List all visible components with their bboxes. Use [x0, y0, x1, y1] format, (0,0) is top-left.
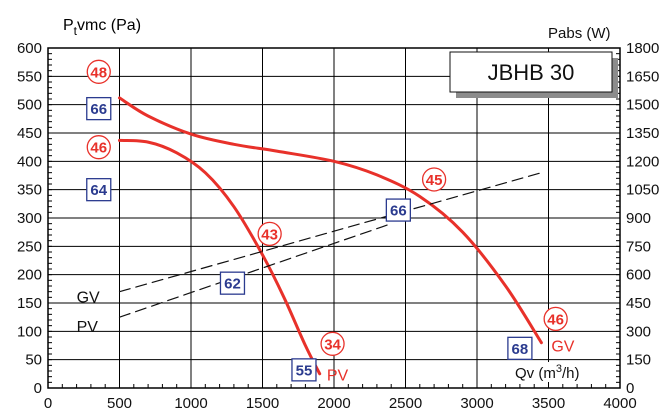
- x-tick-label: 2500: [389, 395, 422, 412]
- power-curve-gv: [118, 172, 542, 293]
- chart-title-box: JBHB 30: [449, 51, 618, 98]
- x-title-sup: 3: [556, 363, 562, 375]
- y-left-title-sub: t: [74, 24, 78, 38]
- pressure-curve-pv: [118, 138, 322, 376]
- y-right-tick-label: 1500: [626, 97, 659, 114]
- sound-power-circle: [320, 331, 345, 356]
- sound-power-circle-label: 45: [426, 172, 443, 189]
- x-axis-title: Qv (m3/h): [515, 363, 579, 382]
- y-left-tick-label: 150: [17, 295, 42, 312]
- x-tick-label: 1000: [174, 395, 207, 412]
- y-right-tick-label: 1200: [626, 153, 659, 170]
- y-left-tick-label: 450: [17, 125, 42, 142]
- y-left-tick-label: 600: [17, 40, 42, 57]
- sound-level-box-label: 68: [512, 341, 529, 358]
- x-tick-label: 1500: [246, 395, 279, 412]
- y-right-tick-label: 150: [626, 352, 651, 369]
- plot-frame: [47, 47, 621, 389]
- sound-power-circle-label: 34: [324, 336, 341, 353]
- sound-power-circle-label: 48: [90, 64, 107, 81]
- y-right-axis-title: Pabs (W): [548, 25, 611, 42]
- series-lines: [118, 96, 543, 376]
- sound-level-box-label: 66: [390, 203, 407, 220]
- chart-title: JBHB 30: [488, 60, 575, 85]
- curve-label-pv: PV: [77, 319, 99, 336]
- x-tick-label: 4000: [603, 395, 636, 412]
- sound-level-box-label: 55: [296, 362, 313, 379]
- x-axis-title-bg: [512, 362, 612, 382]
- x-tick-labels: 0 500 1000 1500 2000 2500 3000 3500 4000: [44, 395, 637, 412]
- y-left-tick-label: 300: [17, 210, 42, 227]
- y-left-tick-label: 400: [17, 153, 42, 170]
- sound-level-box: [385, 198, 412, 222]
- sound-level-box: [219, 271, 246, 295]
- y-right-tick-label: 450: [626, 295, 651, 312]
- sound-level-box-label: 66: [90, 101, 107, 118]
- axes: [47, 47, 621, 389]
- y-left-title-rest: vmc (Pa): [77, 17, 141, 34]
- sound-level-box: [86, 178, 112, 202]
- y-right-tick-label: 1650: [626, 68, 659, 85]
- sound-power-circle-label: 46: [547, 311, 564, 328]
- y-right-tick-labels: 0 150 300 450 600 750 900 1050 1200 1350 1500 1650 1…: [626, 40, 659, 397]
- y-left-tick-label: 500: [17, 97, 42, 114]
- y-left-tick-labels: 0 50 100 150 200 250 300 350 400 450 500 550 600: [17, 40, 42, 397]
- y-right-tick-label: 0: [626, 380, 634, 397]
- y-left-tick-label: 50: [25, 352, 42, 369]
- curve-labels: GV PV GV PV: [77, 289, 575, 384]
- y-right-tick-label: 1800: [626, 40, 659, 57]
- y-right-tick-label: 900: [626, 210, 651, 227]
- y-left-tick-label: 100: [17, 323, 42, 340]
- y-left-axis-title: Ptvmc (Pa): [63, 17, 141, 38]
- y-left-tick-label: 0: [34, 380, 42, 397]
- sound-level-box: [507, 336, 533, 360]
- y-left-title-main: P: [63, 17, 74, 34]
- x-tick-label: 500: [107, 395, 132, 412]
- power-curve-pv: [118, 223, 392, 318]
- curve-label-gv: GV: [551, 339, 574, 356]
- noise-markers: 48 66 46 64 45 66 43 62 34 55 46 68: [86, 59, 568, 382]
- sound-power-circle: [86, 59, 111, 84]
- curve-label-gv: GV: [77, 289, 100, 306]
- x-tick-label: 2000: [317, 395, 350, 412]
- sound-level-box-label: 62: [224, 276, 241, 293]
- curve-label-pv: PV: [327, 368, 349, 385]
- sound-level-box-label: 64: [90, 182, 107, 199]
- pressure-curve-gv: [118, 96, 543, 345]
- x-tick-label: 3000: [460, 395, 493, 412]
- x-tick-label: 0: [44, 395, 52, 412]
- x-axis-title-group: Qv (m3/h): [512, 362, 612, 382]
- sound-power-circle-label: 43: [261, 226, 278, 243]
- sound-level-box: [291, 358, 317, 382]
- y-left-tick-label: 250: [17, 238, 42, 255]
- sound-level-box: [86, 96, 112, 121]
- y-right-tick-label: 750: [626, 238, 651, 255]
- y-right-tick-label: 300: [626, 323, 651, 340]
- sound-power-circle: [86, 135, 111, 160]
- y-left-tick-label: 350: [17, 182, 42, 199]
- sound-power-circle: [421, 167, 447, 192]
- x-title-suffix: /h): [562, 365, 580, 382]
- sound-power-circle-label: 46: [90, 140, 107, 157]
- title-box-frame: [449, 51, 613, 93]
- y-right-tick-label: 1050: [626, 182, 659, 199]
- y-right-tick-label: 600: [626, 267, 651, 284]
- sound-power-circle: [257, 221, 282, 247]
- y-left-tick-label: 550: [17, 68, 42, 85]
- y-right-tick-label: 1350: [626, 125, 659, 142]
- y-left-tick-label: 200: [17, 267, 42, 284]
- sound-power-circle: [543, 306, 568, 332]
- x-title-prefix: Qv (m: [515, 365, 556, 382]
- x-tick-label: 3500: [532, 395, 565, 412]
